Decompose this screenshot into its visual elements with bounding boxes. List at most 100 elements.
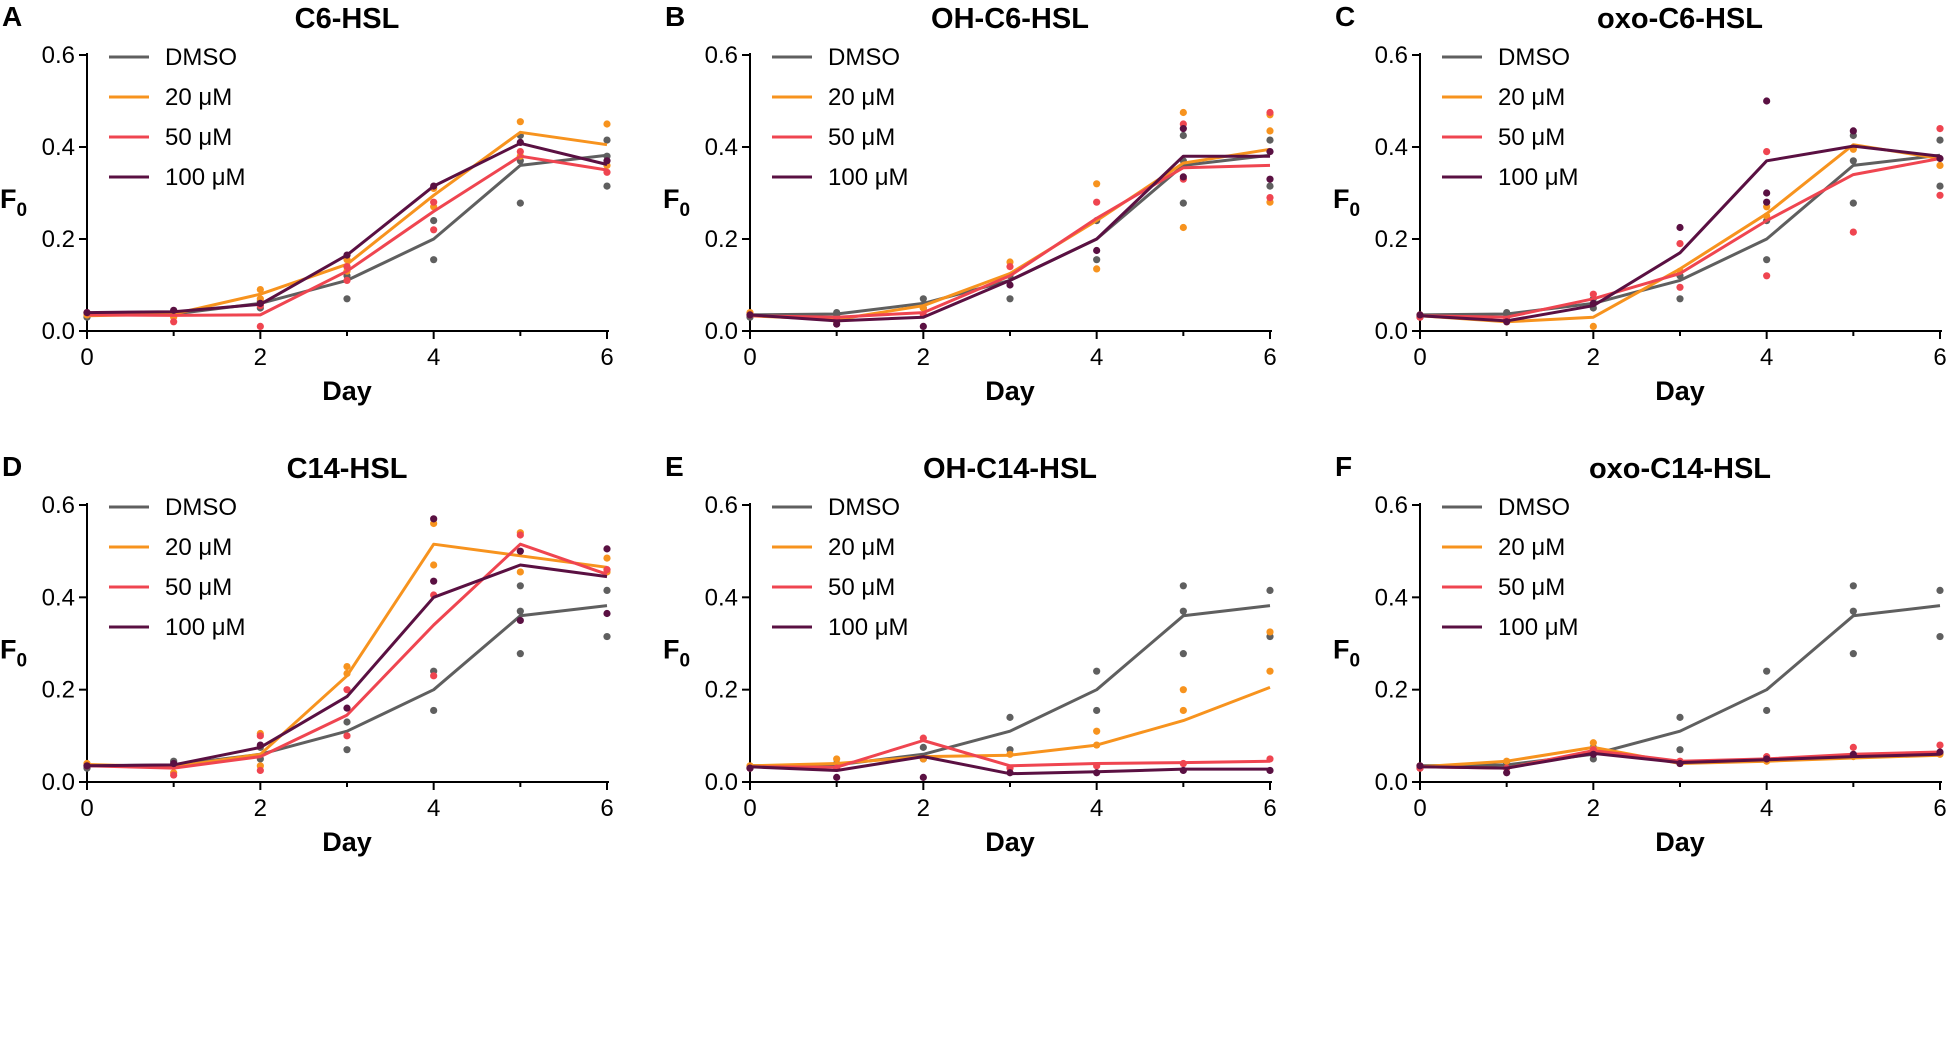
data-point (1006, 295, 1014, 303)
y-tick-label: 0.0 (42, 769, 75, 796)
x-tick-label: 4 (1760, 344, 1773, 371)
data-point (1179, 173, 1187, 181)
x-tick-label: 4 (427, 344, 440, 371)
data-point (1849, 650, 1857, 658)
data-point (1763, 97, 1771, 105)
data-point (1093, 256, 1101, 264)
data-point (1266, 628, 1274, 636)
data-point (1676, 295, 1684, 303)
y-tick-label: 0.4 (705, 134, 738, 161)
x-tick-label: 6 (1263, 795, 1276, 822)
data-point (83, 762, 91, 770)
y-axis-title-subscript: 0 (17, 651, 28, 672)
series-line (1419, 144, 1941, 323)
series-dmso (1416, 582, 1944, 772)
data-point (1849, 607, 1857, 615)
y-tick-label: 0.2 (1375, 226, 1408, 253)
x-tick-label: 2 (917, 344, 930, 371)
series-100-m (1416, 97, 1944, 326)
series-100-m (83, 515, 611, 770)
x-tick-label: 2 (917, 795, 930, 822)
x-tick-label: 6 (600, 795, 613, 822)
series-line (1419, 157, 1941, 319)
data-point (430, 256, 438, 264)
data-point (170, 318, 178, 326)
y-tick-label: 0.2 (42, 677, 75, 704)
legend-label: 50 μM (165, 574, 232, 601)
data-point (1763, 148, 1771, 156)
legend-label: DMSO (828, 44, 900, 71)
x-tick-label: 6 (1933, 344, 1946, 371)
series-line (749, 685, 1271, 768)
data-point (1093, 667, 1101, 675)
data-point (430, 217, 438, 225)
data-point (1763, 198, 1771, 206)
data-point (1676, 746, 1684, 754)
data-point (516, 616, 524, 625)
data-point (430, 198, 438, 206)
panel-title: oxo-C6-HSL (1597, 3, 1763, 35)
data-point (1849, 228, 1857, 236)
panel-title: OH-C14-HSL (923, 453, 1097, 485)
y-tick-label: 0.2 (705, 226, 738, 253)
series-line (749, 154, 1270, 323)
data-point (919, 295, 927, 303)
data-point (1179, 686, 1187, 694)
data-point (516, 650, 524, 658)
data-point (516, 607, 524, 615)
x-tick-label: 0 (1413, 344, 1426, 371)
x-axis-title: Day (985, 827, 1035, 857)
data-point (343, 718, 351, 726)
legend-label: 100 μM (165, 614, 246, 641)
y-tick-label: 0.0 (1375, 769, 1408, 796)
data-point (343, 686, 351, 694)
y-axis-title: F0 (663, 184, 690, 221)
x-tick-label: 6 (1933, 795, 1946, 822)
data-point (1849, 743, 1857, 751)
data-point (1006, 263, 1014, 271)
series-100-m (746, 125, 1274, 330)
series-50-m (746, 108, 1274, 324)
data-point (1179, 223, 1187, 232)
data-point (256, 732, 264, 740)
data-point (1093, 727, 1101, 735)
series-line (86, 154, 608, 317)
panel-letter: B (665, 1, 685, 32)
y-axis-title-main: F (1333, 635, 1350, 665)
data-point (1179, 582, 1187, 590)
x-axis-title: Day (322, 376, 372, 406)
panel-letter: E (665, 451, 684, 482)
panel-letter: D (2, 451, 22, 482)
legend-label: 100 μM (828, 614, 909, 641)
data-point (1849, 127, 1857, 135)
y-axis-title-subscript: 0 (680, 651, 691, 672)
series-dmso (83, 131, 611, 321)
x-tick-label: 2 (254, 795, 267, 822)
panel-title: C14-HSL (287, 453, 408, 485)
legend-label: 20 μM (1498, 84, 1565, 111)
data-point (343, 295, 351, 303)
x-axis-title: Day (985, 376, 1035, 406)
y-tick-label: 0.6 (705, 492, 738, 519)
x-tick-label: 2 (254, 344, 267, 371)
legend-label: DMSO (828, 494, 900, 521)
data-point (833, 773, 841, 781)
series-line (86, 542, 608, 770)
legend-label: DMSO (165, 44, 237, 71)
data-point (603, 545, 611, 553)
x-axis-title: Day (322, 827, 372, 857)
data-point (1936, 182, 1944, 190)
series-line (749, 755, 1270, 776)
data-point (1093, 198, 1101, 206)
data-point (430, 577, 438, 585)
y-tick-label: 0.4 (1375, 134, 1408, 161)
y-axis-title-main: F (663, 635, 680, 665)
y-tick-label: 0.0 (1375, 318, 1408, 345)
y-tick-label: 0.2 (1375, 677, 1408, 704)
data-point (1093, 265, 1101, 273)
series-line (86, 563, 608, 768)
data-point (1266, 148, 1274, 156)
data-point (919, 743, 927, 751)
series-100-m (1416, 748, 1944, 777)
